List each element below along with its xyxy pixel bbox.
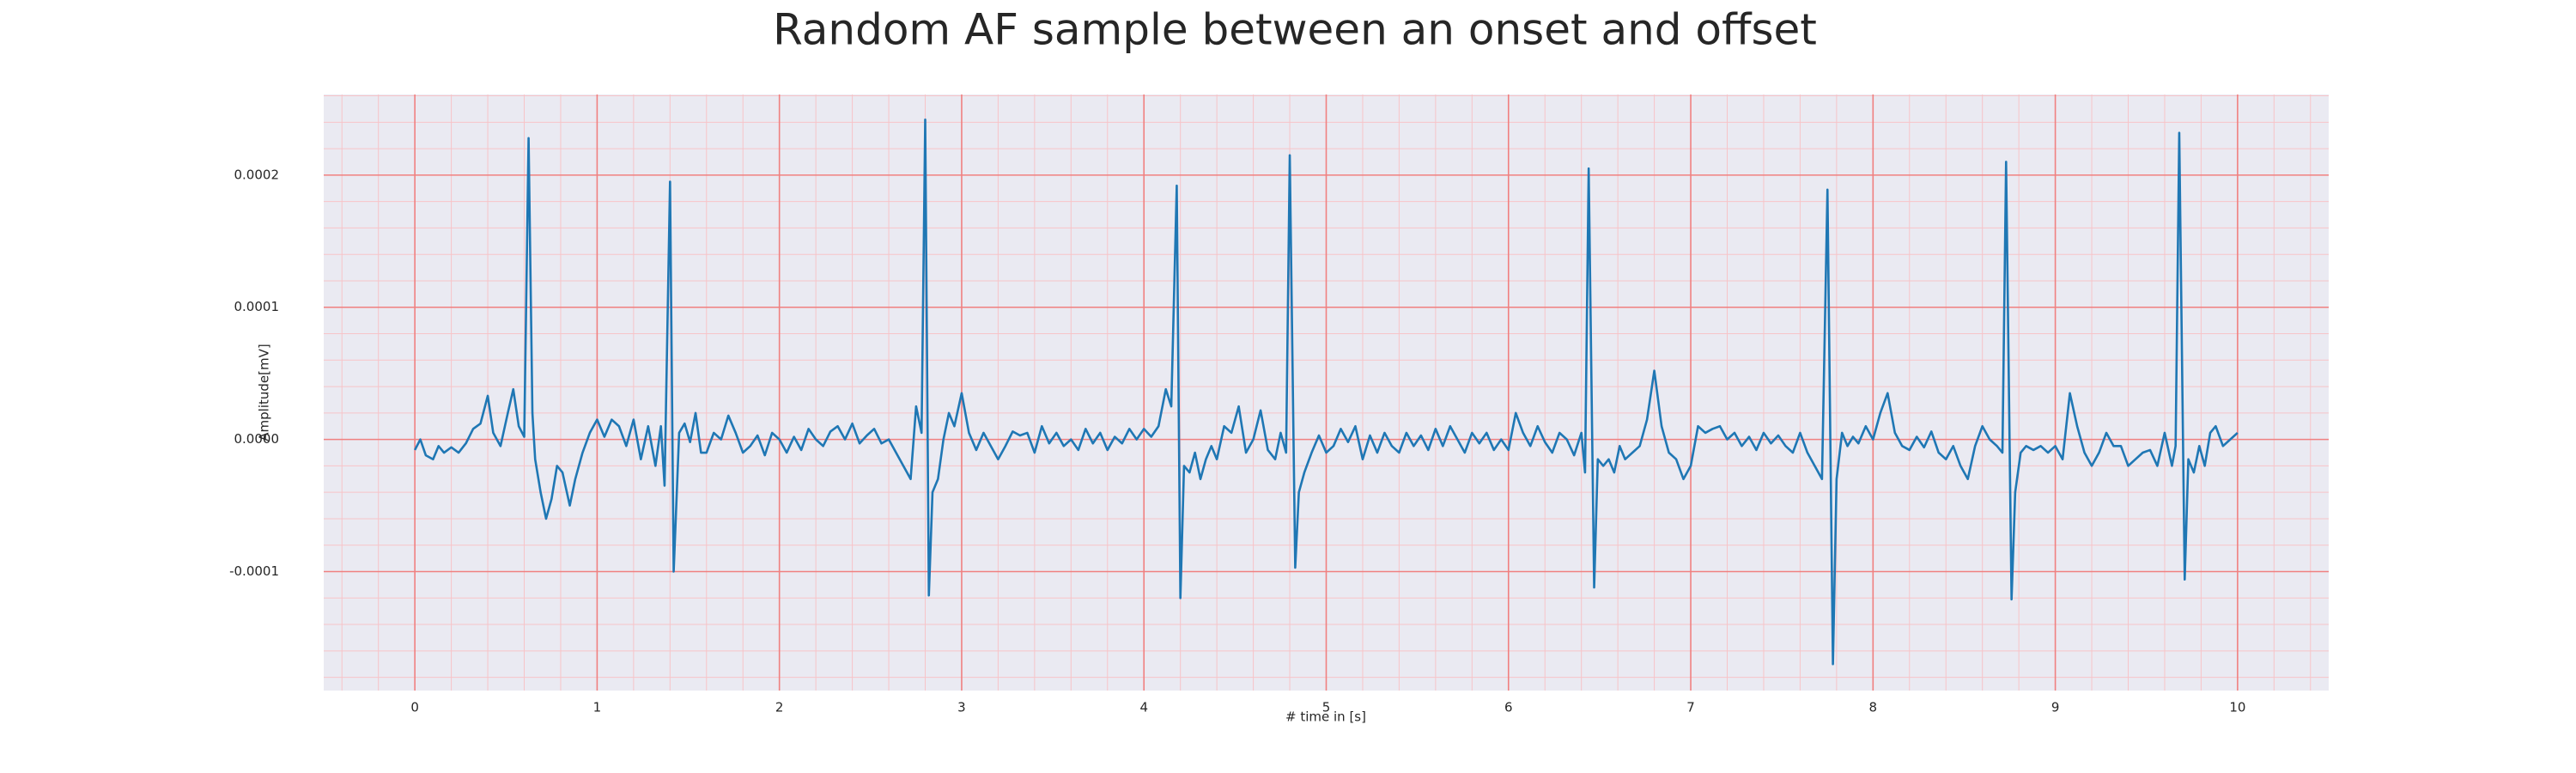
y-tick-label: -0.0001 — [229, 563, 279, 579]
y-axis-label: Amplitude[mV] — [257, 344, 272, 441]
x-tick-label: 9 — [2051, 700, 2060, 715]
x-tick-label: 8 — [1869, 700, 1878, 715]
y-tick-label: 0.0000 — [234, 431, 280, 447]
chart-title: Random AF sample between an onset and of… — [773, 5, 1817, 55]
x-tick-label: 5 — [1322, 700, 1331, 715]
x-tick-label: 3 — [957, 700, 966, 715]
x-tick-label: 7 — [1686, 700, 1695, 715]
labels: 0 1 2 3 4 5 6 7 8 9 10 -0.0001 0.0000 0.0001 0.0002 — [229, 167, 2245, 715]
x-tick-label: 10 — [2229, 700, 2245, 715]
x-tick-label: 6 — [1504, 700, 1513, 715]
x-tick-label: 0 — [410, 700, 419, 715]
grid — [324, 94, 2329, 691]
x-tick-label: 2 — [775, 700, 784, 715]
x-axis-label: # time in [s] — [1285, 709, 1366, 725]
x-tick-label: 4 — [1139, 700, 1148, 715]
signal-line — [413, 118, 2239, 666]
y-tick-label: 0.0002 — [234, 167, 280, 182]
y-tick-label: 0.0001 — [234, 299, 280, 314]
data — [413, 118, 2239, 666]
x-tick-label: 1 — [593, 700, 602, 715]
